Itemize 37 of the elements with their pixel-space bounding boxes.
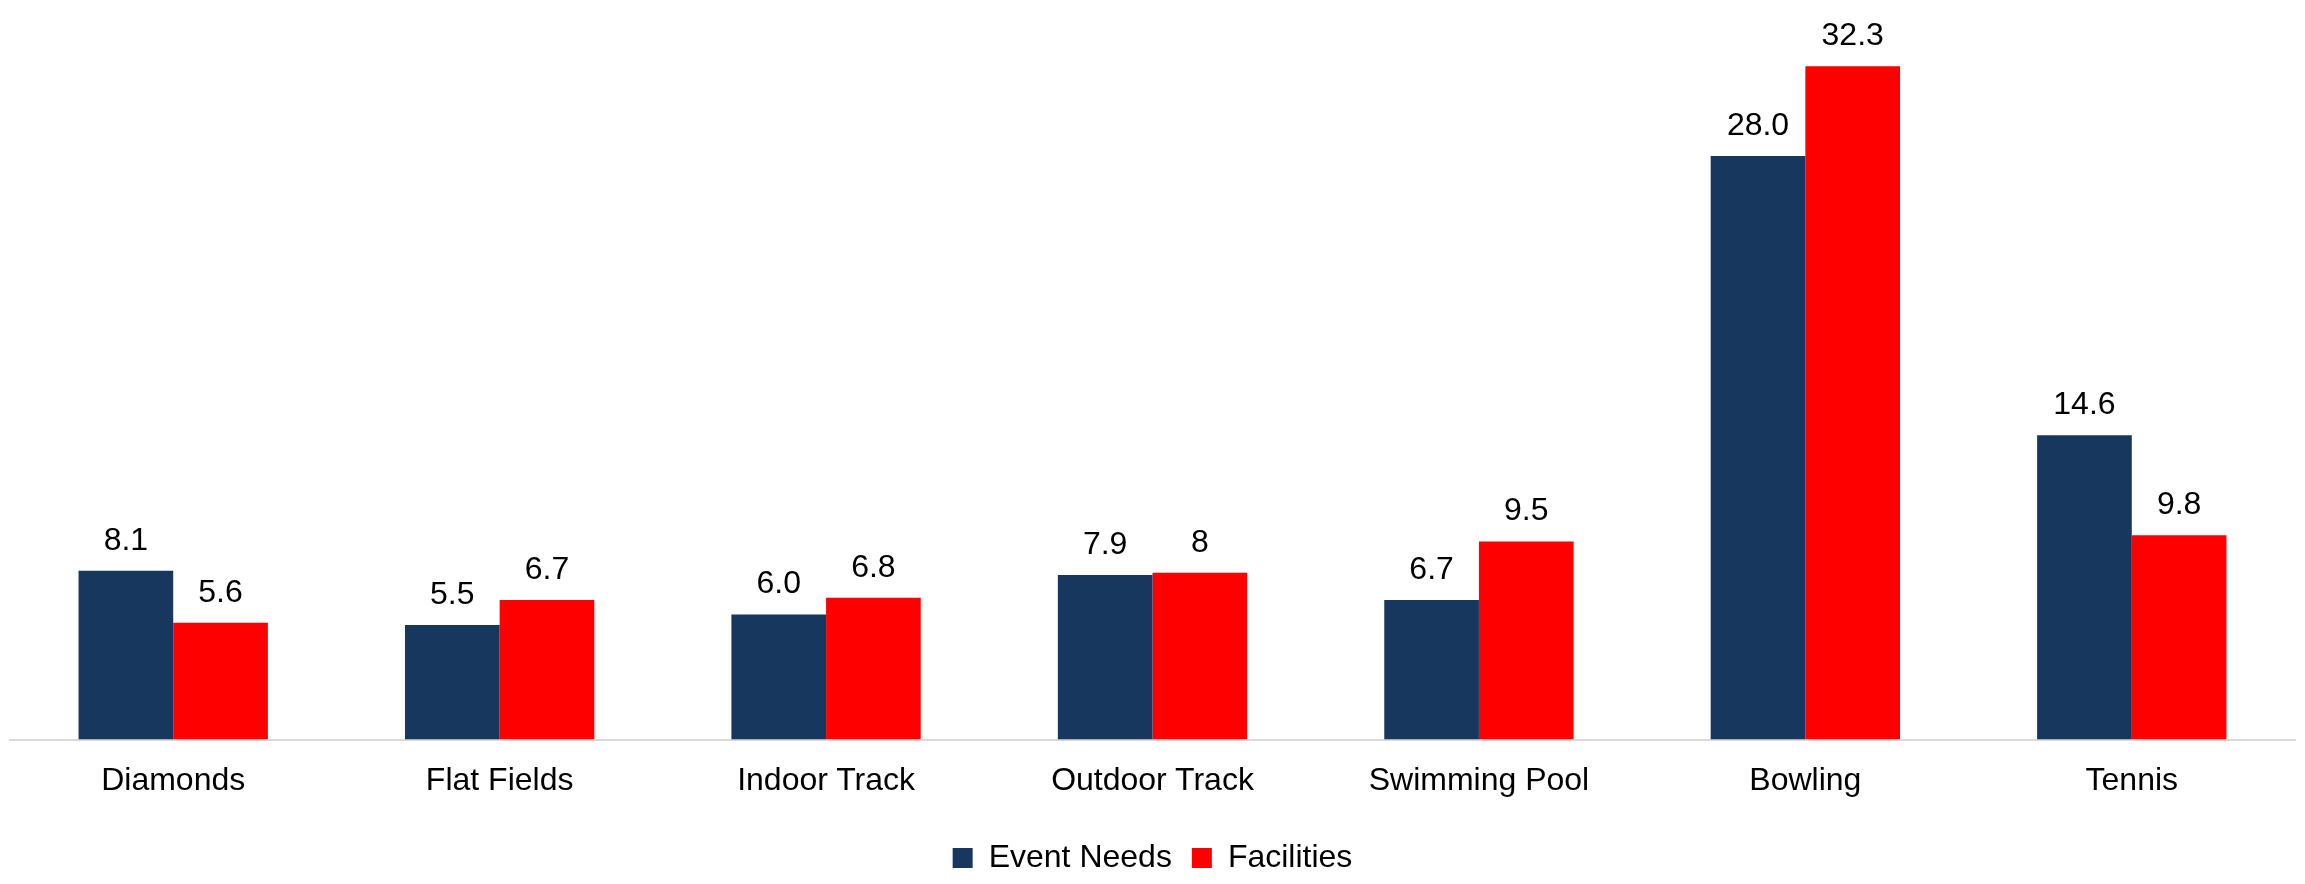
data-label: 8 bbox=[1190, 522, 1209, 559]
data-label: 6.8 bbox=[851, 547, 896, 584]
data-label: 5.6 bbox=[198, 572, 243, 609]
bar bbox=[1152, 572, 1248, 740]
bar bbox=[826, 597, 921, 740]
bar bbox=[173, 622, 268, 740]
x-tick-label: Diamonds bbox=[101, 760, 246, 797]
bar bbox=[1057, 574, 1153, 740]
bar bbox=[731, 614, 827, 740]
x-tick-label: Swimming Pool bbox=[1368, 760, 1590, 797]
legend-label: Event Needs bbox=[988, 837, 1172, 874]
data-label: 9.5 bbox=[1504, 491, 1549, 528]
data-label: 14.6 bbox=[2053, 385, 2116, 422]
x-tick-label: Flat Fields bbox=[425, 760, 574, 797]
x-tick-label: Bowling bbox=[1749, 760, 1862, 797]
bar bbox=[1710, 155, 1806, 740]
x-tick-label: Indoor Track bbox=[737, 760, 916, 797]
bar bbox=[404, 624, 500, 740]
legend-label: Facilities bbox=[1227, 837, 1353, 874]
bar bbox=[1805, 66, 1901, 740]
data-label: 6.0 bbox=[756, 564, 801, 601]
data-label: 6.7 bbox=[524, 549, 570, 586]
data-label: 32.3 bbox=[1821, 16, 1884, 53]
data-label: 5.5 bbox=[430, 574, 475, 611]
bar bbox=[1384, 599, 1479, 740]
data-label: 7.9 bbox=[1082, 524, 1128, 561]
data-label: 8.1 bbox=[103, 520, 149, 557]
x-tick-label: Tennis bbox=[2085, 760, 2179, 797]
x-tick-label: Outdoor Track bbox=[1051, 760, 1255, 797]
bar bbox=[2131, 535, 2227, 740]
data-label: 28.0 bbox=[1726, 105, 1790, 142]
bar bbox=[499, 599, 595, 740]
bar bbox=[78, 570, 174, 740]
bar bbox=[2037, 435, 2132, 740]
bar bbox=[1478, 541, 1574, 740]
data-label: 6.7 bbox=[1409, 549, 1454, 586]
data-label: 9.8 bbox=[2156, 485, 2202, 522]
